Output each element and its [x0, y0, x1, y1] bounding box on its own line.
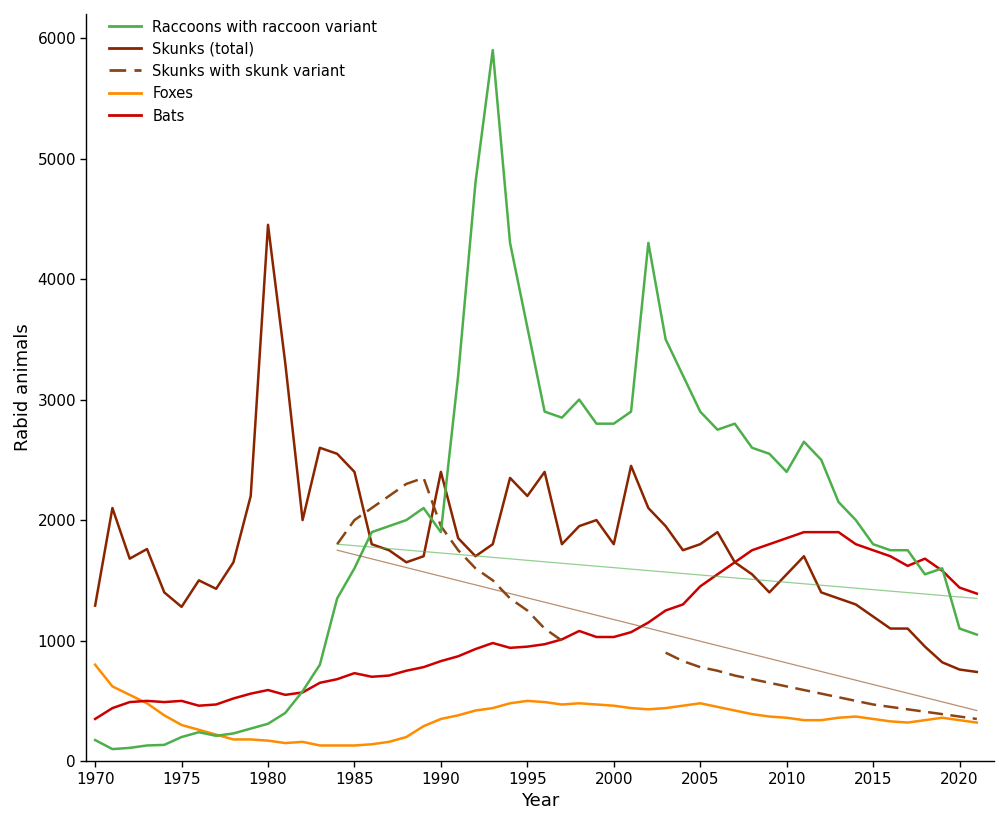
- X-axis label: Year: Year: [521, 792, 559, 810]
- Legend: Raccoons with raccoon variant, Skunks (total), Skunks with skunk variant, Foxes,: Raccoons with raccoon variant, Skunks (t…: [103, 14, 383, 129]
- Y-axis label: Rabid animals: Rabid animals: [14, 324, 32, 452]
